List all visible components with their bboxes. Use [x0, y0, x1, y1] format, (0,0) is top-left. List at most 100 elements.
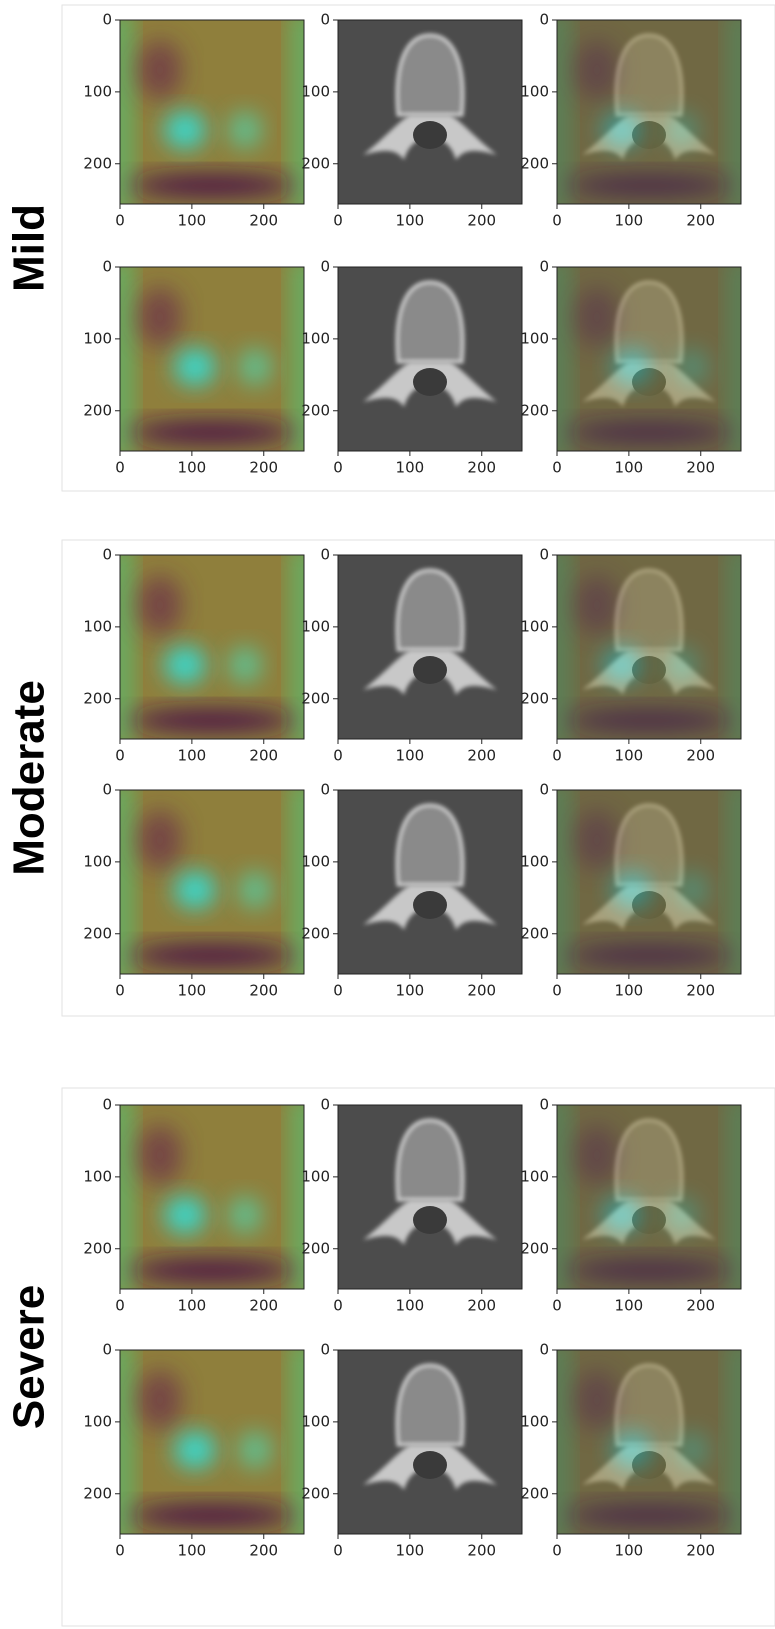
- x-tick-label: 200: [467, 212, 496, 230]
- y-tick-label: 100: [83, 852, 112, 870]
- heat-hot: [676, 1432, 708, 1468]
- y-tick-label: 200: [301, 924, 330, 942]
- y-tick-label: 200: [301, 1239, 330, 1257]
- y-tick-label: 200: [83, 689, 112, 707]
- heatmap: [547, 780, 751, 984]
- x-tick-label: 200: [467, 982, 496, 1000]
- x-tick-label: 100: [615, 1542, 644, 1560]
- y-tick-label: 0: [539, 781, 549, 799]
- x-tick-label: 200: [467, 1542, 496, 1560]
- panel: 01002000100200: [83, 780, 314, 1000]
- heat-edge-l: [547, 1340, 569, 1544]
- panel: 01002000100200: [301, 781, 522, 1000]
- x-tick-label: 200: [686, 459, 715, 477]
- heat-edge-r: [729, 1340, 751, 1544]
- heat-hot: [165, 647, 205, 683]
- heat-low: [575, 40, 619, 100]
- y-tick-label: 0: [539, 258, 549, 276]
- ct-scan: [338, 20, 522, 204]
- y-tick-label: 0: [539, 1096, 549, 1114]
- y-tick-label: 100: [83, 82, 112, 100]
- x-tick-label: 100: [178, 459, 207, 477]
- heat-band: [129, 1504, 295, 1528]
- y-tick-label: 0: [102, 11, 112, 29]
- x-tick-label: 100: [615, 1297, 644, 1315]
- x-tick-label: 0: [552, 1542, 562, 1560]
- heatmap: [110, 257, 314, 461]
- heat-band: [129, 709, 295, 733]
- heat-hot: [676, 349, 708, 385]
- heat-hot: [602, 112, 642, 148]
- y-tick-label: 100: [301, 329, 330, 347]
- y-tick-label: 100: [520, 1167, 549, 1185]
- heat-edge-l: [110, 545, 132, 749]
- heat-band: [566, 1504, 732, 1528]
- heatmap: [547, 257, 751, 461]
- spinal-canal: [413, 891, 447, 919]
- heat-hot: [175, 872, 215, 908]
- heat-hot: [602, 647, 642, 683]
- heat-band: [566, 174, 732, 198]
- vertebra: [397, 805, 463, 885]
- heat-low: [138, 810, 182, 870]
- x-tick-label: 100: [178, 212, 207, 230]
- y-tick-label: 200: [301, 1484, 330, 1502]
- heatmap: [110, 1095, 314, 1299]
- heat-hot: [612, 872, 652, 908]
- y-tick-label: 0: [102, 258, 112, 276]
- heat-hot: [666, 112, 698, 148]
- x-tick-label: 0: [552, 212, 562, 230]
- x-tick-label: 0: [115, 1542, 125, 1560]
- vertebra: [397, 35, 463, 115]
- heat-band: [566, 944, 732, 968]
- y-tick-label: 100: [301, 852, 330, 870]
- heat-band: [129, 174, 295, 198]
- heat-edge-r: [292, 257, 314, 461]
- x-tick-label: 0: [333, 459, 343, 477]
- spinal-canal: [413, 121, 447, 149]
- y-tick-label: 0: [102, 546, 112, 564]
- y-tick-label: 200: [520, 924, 549, 942]
- heat-hot: [612, 1432, 652, 1468]
- spinal-canal: [413, 1451, 447, 1479]
- x-tick-label: 0: [552, 459, 562, 477]
- y-tick-label: 100: [301, 82, 330, 100]
- panel: 01002000100200: [301, 11, 522, 230]
- y-tick-label: 100: [83, 329, 112, 347]
- spinal-canal: [413, 1206, 447, 1234]
- heat-hot: [229, 1197, 261, 1233]
- x-tick-label: 0: [552, 1297, 562, 1315]
- y-tick-label: 200: [520, 401, 549, 419]
- panel: 01002000100200: [520, 257, 751, 477]
- panel: 01002000100200: [301, 258, 522, 477]
- heat-low: [138, 1125, 182, 1185]
- y-tick-label: 0: [320, 546, 330, 564]
- spinal-canal: [413, 368, 447, 396]
- heat-edge-l: [110, 1340, 132, 1544]
- x-tick-label: 100: [396, 747, 425, 765]
- x-tick-label: 100: [178, 1542, 207, 1560]
- heat-low: [575, 575, 619, 635]
- x-tick-label: 200: [249, 1297, 278, 1315]
- heat-edge-l: [110, 1095, 132, 1299]
- heatmap: [547, 1340, 751, 1544]
- x-tick-label: 0: [115, 1297, 125, 1315]
- heat-edge-l: [547, 10, 569, 214]
- heat-low: [575, 287, 619, 347]
- x-tick-label: 200: [467, 459, 496, 477]
- heat-edge-l: [547, 257, 569, 461]
- heat-band: [566, 1259, 732, 1283]
- x-tick-label: 0: [115, 747, 125, 765]
- x-tick-label: 100: [178, 747, 207, 765]
- heat-low: [575, 1370, 619, 1430]
- y-tick-label: 200: [83, 154, 112, 172]
- y-tick-label: 100: [301, 1412, 330, 1430]
- y-tick-label: 100: [83, 1412, 112, 1430]
- group-label: Moderate: [5, 680, 54, 876]
- x-tick-label: 200: [249, 212, 278, 230]
- panel: 01002000100200: [301, 546, 522, 765]
- y-tick-label: 200: [520, 1239, 549, 1257]
- y-tick-label: 0: [320, 781, 330, 799]
- ct-scan: [338, 267, 522, 451]
